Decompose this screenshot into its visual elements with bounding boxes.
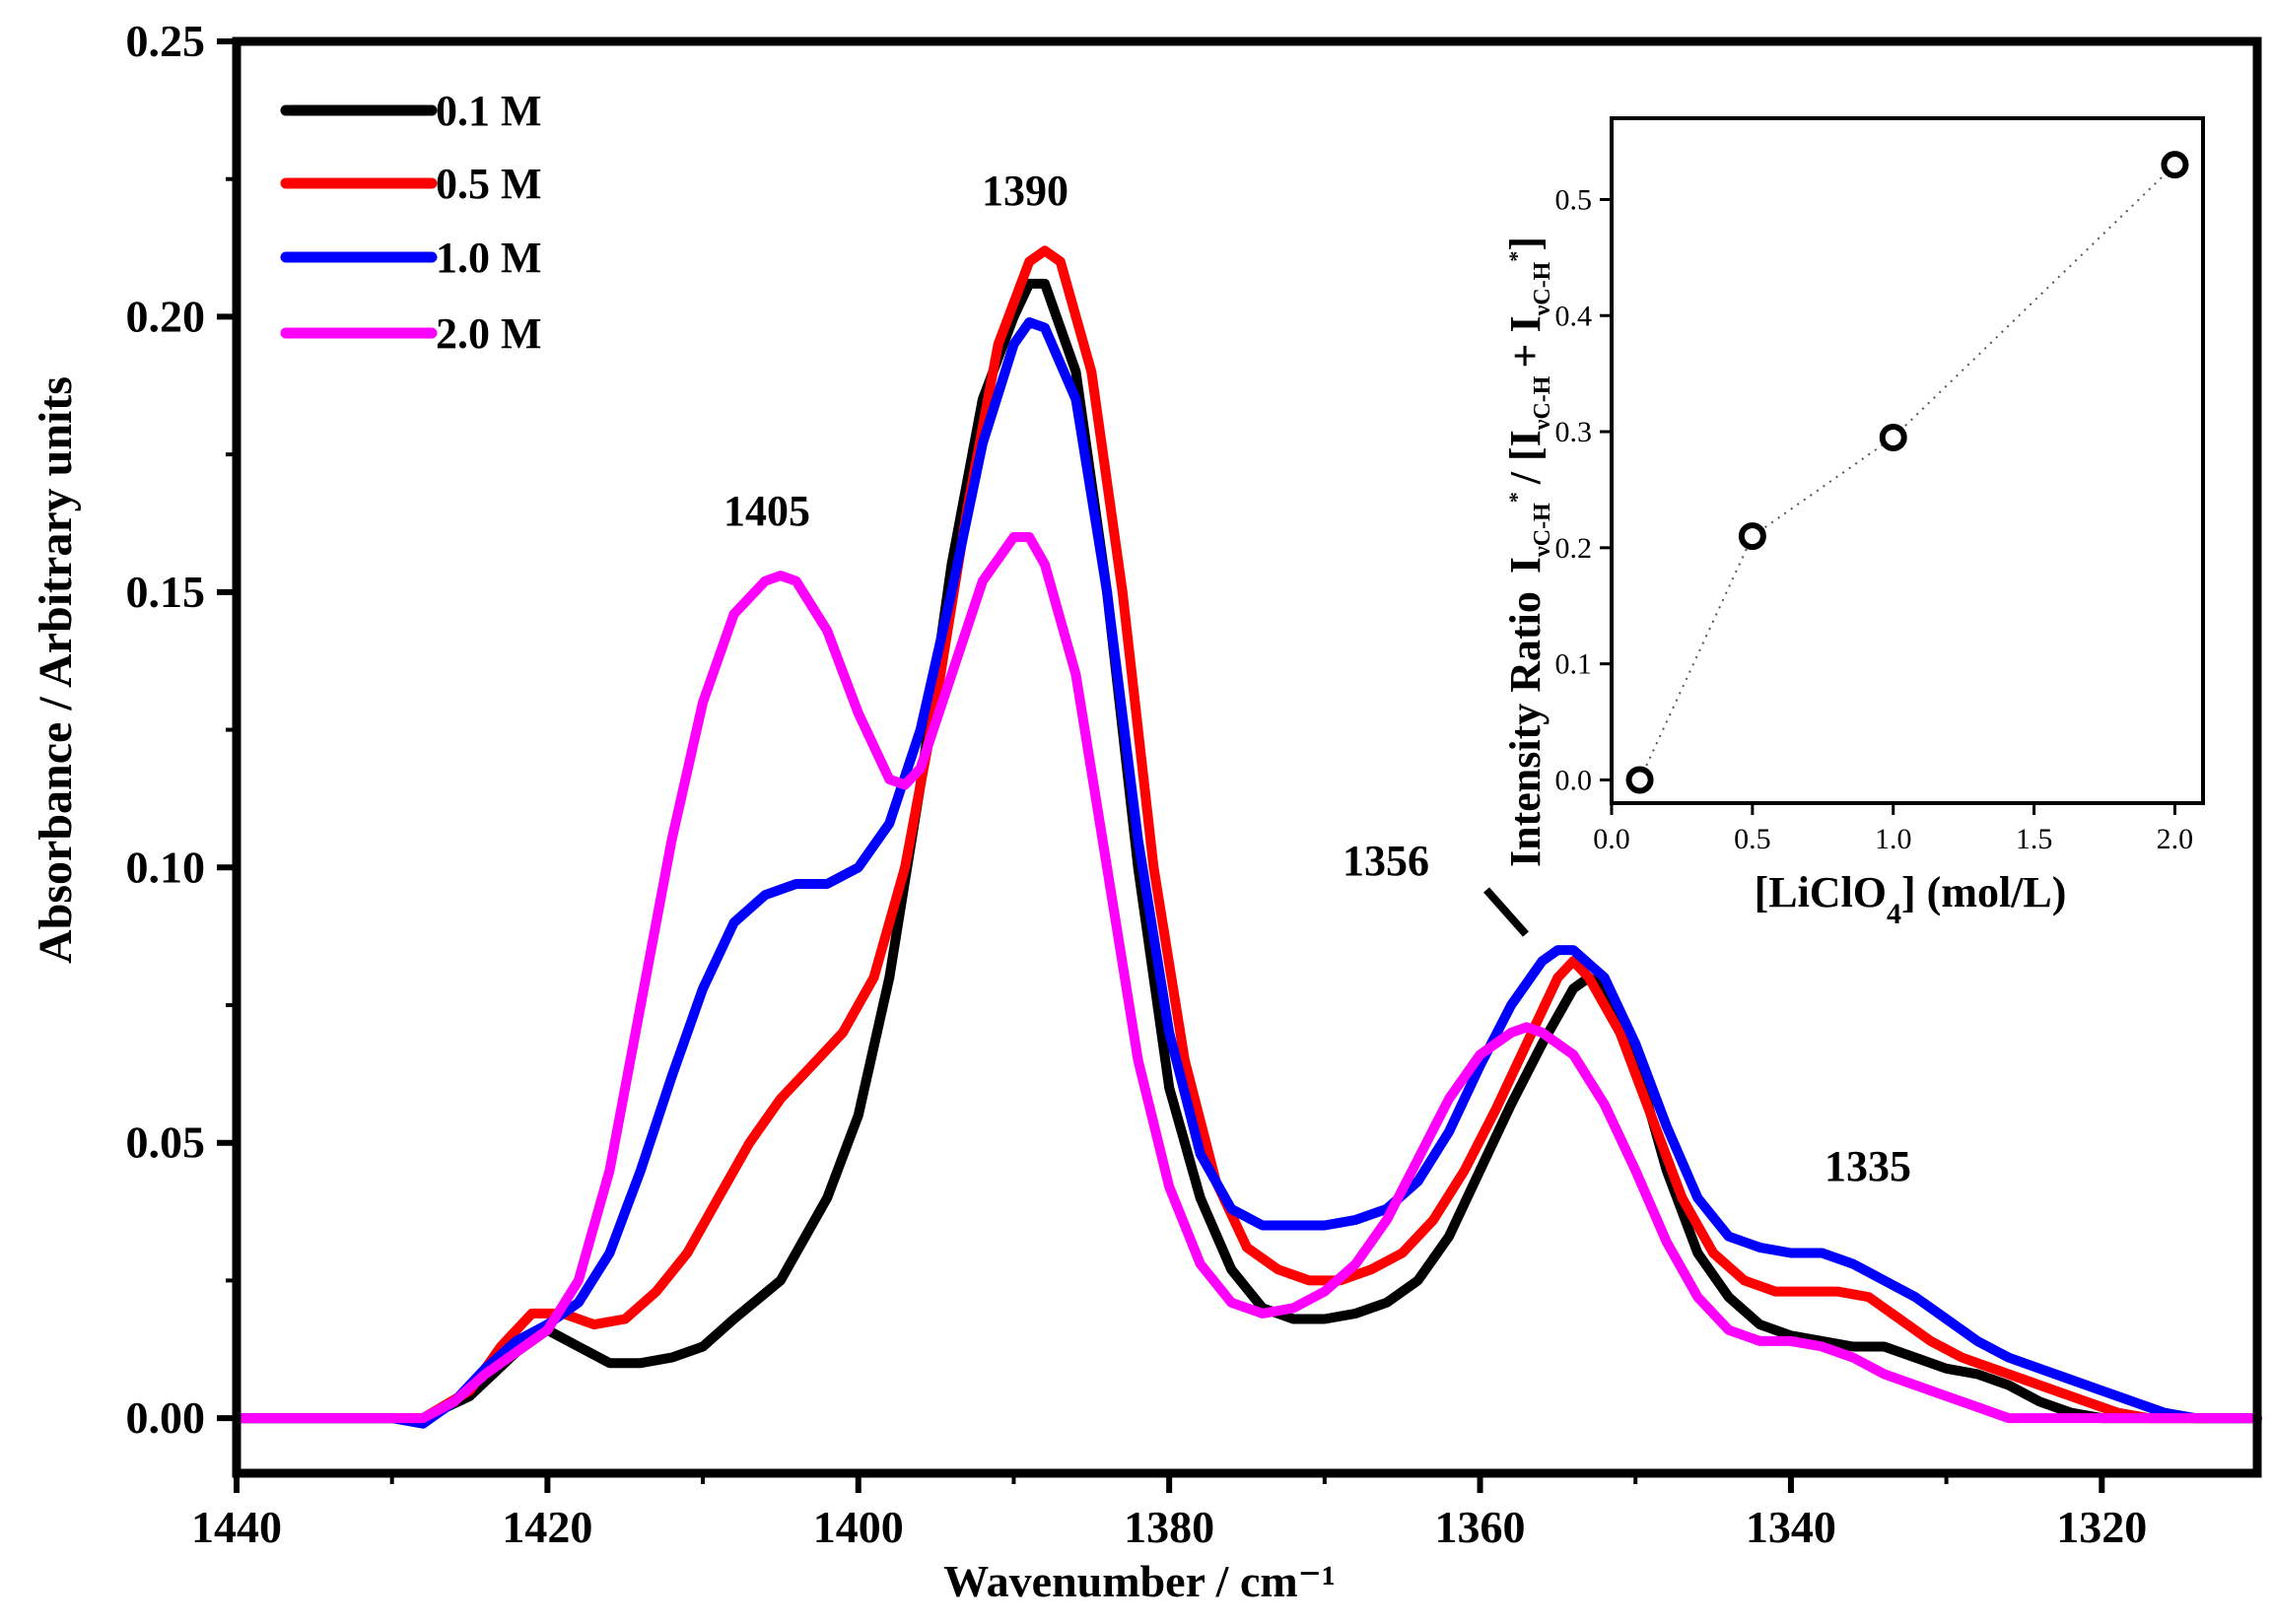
x-tick-label-1380: 1380 [1124, 1502, 1214, 1552]
peak-label-1405: 1405 [723, 487, 810, 535]
inset-point-2 [2161, 151, 2189, 179]
inset-x-tick-label: 0.0 [1593, 823, 1630, 855]
peak-label-1390: 1390 [982, 167, 1068, 215]
legend-label-2-0m: 2.0 M [436, 309, 542, 358]
inset-point-1 [1879, 423, 1907, 451]
inset-x-axis-title: [LiClO4] (mol/L) [1755, 868, 2067, 930]
inset-y-axis-title-main: Intensity Ratio [1501, 591, 1550, 867]
peak-label-1356: 1356 [1343, 837, 1429, 885]
main-y-axis-title: Absorbance / Arbitrary units [30, 376, 82, 964]
inset-y-axis-title: Intensity RatioIνC-H*/ [IνC-H+ IνC-H*] [1501, 237, 1555, 867]
inset-point-0-5 [1738, 522, 1766, 551]
inset-background [1612, 118, 2203, 803]
x-tick-label-1400: 1400 [813, 1502, 904, 1552]
inset-dotted-connector [1638, 164, 2176, 780]
inset-x-axis-title-tail: ] (mol/L) [1901, 868, 2066, 916]
legend-label-0-1m: 0.1 M [436, 87, 542, 135]
inset-y-tick-label: 0.1 [1555, 648, 1593, 681]
inset-chart: 0.0 0.5 1.0 1.5 2.0 0.0 0.1 0.2 0.3 0.4 0.5 [LiClO… [1501, 116, 2205, 930]
legend-label-0-5m: 0.5 M [436, 160, 542, 208]
inset-y-tick-label: 0.2 [1555, 532, 1593, 565]
x-tick-label-1340: 1340 [1746, 1502, 1836, 1552]
inset-x-axis-title-subscript: 4 [1887, 898, 1901, 930]
y-tick-label-0-00: 0.00 [126, 1392, 206, 1443]
inset-y-tick-label: 0.3 [1555, 416, 1593, 448]
svg-text:Intensity RatioIνC-H*/ [IνC-H+: Intensity RatioIνC-H*/ [IνC-H+ IνC-H*] [1501, 237, 1555, 867]
y-tick-label-0-25: 0.25 [126, 16, 206, 66]
x-tick-label-1360: 1360 [1435, 1502, 1526, 1552]
y-tick-label-0-05: 0.05 [126, 1117, 206, 1168]
y-tick-label-0-15: 0.15 [126, 567, 206, 617]
inset-x-tick-label: 1.5 [2016, 823, 2053, 855]
x-tick-label-1420: 1420 [502, 1502, 592, 1552]
series-line-1-0-m [232, 317, 2262, 1429]
legend-label-1-0m: 1.0 M [436, 234, 542, 282]
inset-x-tick-label: 1.0 [1875, 823, 1912, 855]
main-axes-ticks: 1440 1420 1400 1380 1360 1340 13200.000.050.10… [126, 16, 2148, 1552]
inset-axes-ticks: 0.0 0.5 1.0 1.5 2.0 0.0 0.1 0.2 0.3 0.4 0.5 [1555, 183, 2194, 855]
inset-y-tick-label: 0.4 [1555, 300, 1593, 332]
main-x-axis-title: Wavenumber / cm⁻¹ [943, 1556, 1336, 1606]
inset-x-tick-label: 2.0 [2157, 823, 2194, 855]
inset-y-tick-label: 0.5 [1555, 183, 1593, 216]
legend: 0.1 M 0.5 M 1.0 M 2.0 M [280, 87, 542, 358]
peak-label-1335: 1335 [1825, 1142, 1911, 1190]
peak-1356-pointer [1483, 887, 1529, 937]
inset-point-0-1 [1625, 766, 1654, 794]
main-series-group [232, 245, 2262, 1429]
inset-y-tick-label: 0.0 [1555, 764, 1593, 796]
x-tick-label-1440: 1440 [191, 1502, 282, 1552]
main-axes-box [232, 36, 2262, 1478]
inset-x-axis-title-main: [LiClO [1755, 868, 1887, 916]
inset-axes-box [1610, 116, 2205, 805]
series-line-0-5-m [232, 245, 2262, 1424]
x-tick-label-1320: 1320 [2056, 1502, 2147, 1552]
inset-frame [1610, 116, 2205, 805]
series-line-2-0-m [232, 532, 2262, 1424]
main-frame [232, 36, 2262, 1478]
inset-x-tick-label: 0.5 [1734, 823, 1771, 855]
y-tick-label-0-10: 0.10 [126, 842, 206, 892]
inset-points [1625, 151, 2189, 794]
y-tick-label-0-20: 0.20 [126, 291, 206, 341]
